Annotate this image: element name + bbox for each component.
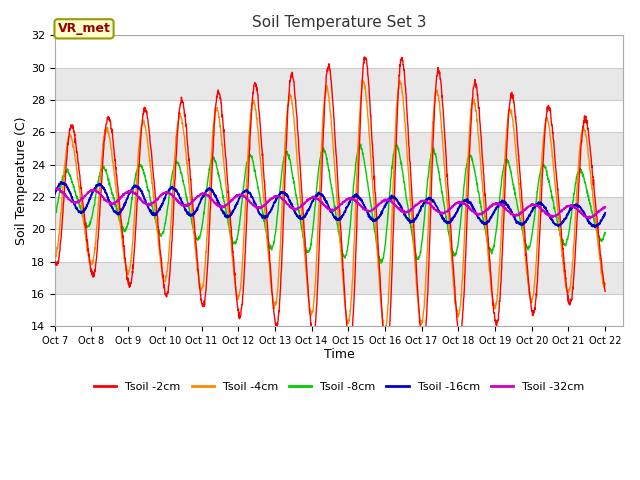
Bar [55, 229, 623, 262]
Bar [55, 197, 623, 229]
Title: Soil Temperature Set 3: Soil Temperature Set 3 [252, 15, 426, 30]
Bar [55, 262, 623, 294]
Bar [55, 68, 623, 100]
Legend: Tsoil -2cm, Tsoil -4cm, Tsoil -8cm, Tsoil -16cm, Tsoil -32cm: Tsoil -2cm, Tsoil -4cm, Tsoil -8cm, Tsoi… [90, 378, 589, 396]
Bar [55, 294, 623, 326]
Bar [55, 132, 623, 165]
Text: VR_met: VR_met [58, 23, 111, 36]
X-axis label: Time: Time [324, 348, 355, 360]
Bar [55, 100, 623, 132]
Bar [55, 165, 623, 197]
Y-axis label: Soil Temperature (C): Soil Temperature (C) [15, 117, 28, 245]
Bar [55, 36, 623, 68]
